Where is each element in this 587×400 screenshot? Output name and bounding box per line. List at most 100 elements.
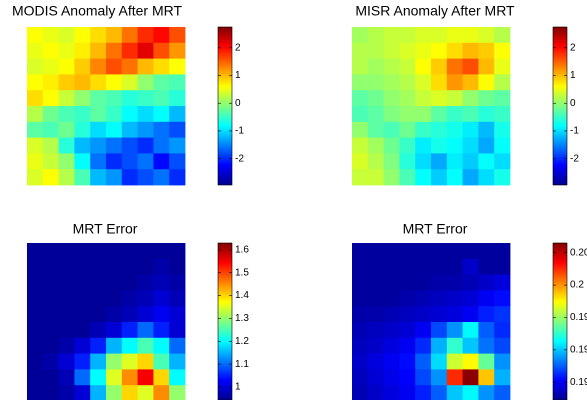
colorbar-tick-label: 2 bbox=[235, 42, 241, 53]
heatmap-cell bbox=[415, 274, 432, 291]
heatmap-cell bbox=[399, 42, 416, 59]
colorbar-tick-label: 0.196 bbox=[570, 344, 587, 355]
heatmap-cell bbox=[42, 290, 59, 307]
heatmap-cell bbox=[137, 58, 154, 75]
heatmap-cell bbox=[383, 58, 400, 75]
heatmap-cell bbox=[399, 353, 416, 370]
heatmap-cell bbox=[446, 337, 463, 354]
heatmap-cell bbox=[446, 58, 463, 75]
heatmap-cell bbox=[121, 337, 138, 354]
colorbar-tick-label: 1.1 bbox=[235, 359, 249, 370]
heatmap-cell bbox=[352, 306, 369, 323]
heatmap-cell bbox=[27, 322, 44, 339]
heatmap-cell bbox=[352, 121, 369, 138]
heatmap-cell bbox=[90, 290, 107, 307]
heatmap-cell bbox=[121, 74, 138, 91]
heatmap-cell bbox=[352, 42, 369, 59]
heatmap-cell bbox=[352, 90, 369, 107]
heatmap-cell bbox=[367, 58, 384, 75]
heatmap-cell bbox=[58, 243, 75, 260]
heatmap-cell bbox=[169, 153, 186, 170]
heatmap-cell bbox=[478, 58, 495, 75]
heatmap-cell bbox=[367, 243, 384, 260]
heatmap-cell bbox=[431, 169, 448, 186]
heatmap-cell bbox=[153, 90, 170, 107]
heatmap-cell bbox=[90, 106, 107, 123]
heatmap-cell bbox=[399, 306, 416, 323]
heatmap-cell bbox=[169, 306, 186, 323]
heatmap-cell bbox=[494, 121, 511, 138]
heatmap-cell bbox=[106, 169, 123, 186]
heatmap-cell bbox=[90, 274, 107, 291]
heatmap-cell bbox=[446, 121, 463, 138]
heatmap-cell bbox=[415, 169, 432, 186]
heatmap-cell bbox=[431, 369, 448, 386]
heatmap-cell bbox=[90, 169, 107, 186]
heatmap-cell bbox=[462, 322, 479, 339]
heatmap-cell bbox=[74, 290, 91, 307]
colorbar-tick-label: -1 bbox=[570, 126, 579, 137]
heatmap-cell bbox=[153, 74, 170, 91]
heatmap-cell bbox=[27, 42, 44, 59]
heatmap-cell bbox=[27, 369, 44, 386]
heatmap-cell bbox=[494, 58, 511, 75]
heatmap-cell bbox=[27, 337, 44, 354]
heatmap-cell bbox=[74, 385, 91, 400]
heatmap-cell bbox=[352, 337, 369, 354]
heatmap-cell bbox=[399, 121, 416, 138]
heatmap-cell bbox=[42, 369, 59, 386]
heatmap-cell bbox=[478, 153, 495, 170]
heatmap-cell bbox=[446, 306, 463, 323]
heatmap-cell bbox=[74, 169, 91, 186]
panel-title: MRT Error bbox=[73, 221, 138, 237]
heatmap-cell bbox=[383, 153, 400, 170]
heatmap-cell bbox=[415, 58, 432, 75]
heatmap-cell bbox=[106, 369, 123, 386]
heatmap-cell bbox=[153, 385, 170, 400]
colorbar bbox=[552, 26, 568, 186]
heatmap-cell bbox=[74, 27, 91, 44]
heatmap-cell bbox=[121, 106, 138, 123]
heatmap-cell bbox=[367, 290, 384, 307]
heatmap-cell bbox=[90, 137, 107, 154]
heatmap-cell bbox=[106, 290, 123, 307]
heatmap-cell bbox=[478, 137, 495, 154]
heatmap-cell bbox=[27, 58, 44, 75]
heatmap-cell bbox=[462, 385, 479, 400]
heatmap-cell bbox=[58, 337, 75, 354]
heatmap-cell bbox=[153, 27, 170, 44]
heatmap-cell bbox=[415, 306, 432, 323]
heatmap-cell bbox=[415, 337, 432, 354]
heatmap-cell bbox=[352, 322, 369, 339]
heatmap-cell bbox=[27, 306, 44, 323]
heatmap-cell bbox=[415, 121, 432, 138]
heatmap-cell bbox=[367, 306, 384, 323]
heatmap-cell bbox=[121, 137, 138, 154]
heatmap-cell bbox=[153, 243, 170, 260]
heatmap-cell bbox=[137, 27, 154, 44]
heatmap-cell bbox=[399, 137, 416, 154]
heatmap-cell bbox=[383, 322, 400, 339]
heatmap-cell bbox=[352, 385, 369, 400]
heatmap-cell bbox=[399, 90, 416, 107]
heatmap-cell bbox=[121, 353, 138, 370]
heatmap-cell bbox=[42, 169, 59, 186]
heatmap-cell bbox=[494, 337, 511, 354]
heatmap-cell bbox=[169, 258, 186, 275]
heatmap-cell bbox=[169, 27, 186, 44]
heatmap-cell bbox=[42, 274, 59, 291]
heatmap-cell bbox=[431, 90, 448, 107]
colorbar bbox=[217, 242, 233, 400]
heatmap-cell bbox=[106, 90, 123, 107]
heatmap-cell bbox=[74, 137, 91, 154]
heatmap-cell bbox=[383, 121, 400, 138]
heatmap-cell bbox=[415, 290, 432, 307]
heatmap-cell bbox=[137, 243, 154, 260]
heatmap-cell bbox=[137, 137, 154, 154]
heatmap-cell bbox=[352, 58, 369, 75]
heatmap-cell bbox=[462, 90, 479, 107]
heatmap-cell bbox=[367, 137, 384, 154]
heatmap-cell bbox=[42, 106, 59, 123]
colorbar-tick-label: 0.198 bbox=[570, 312, 587, 323]
heatmap-cell bbox=[169, 290, 186, 307]
